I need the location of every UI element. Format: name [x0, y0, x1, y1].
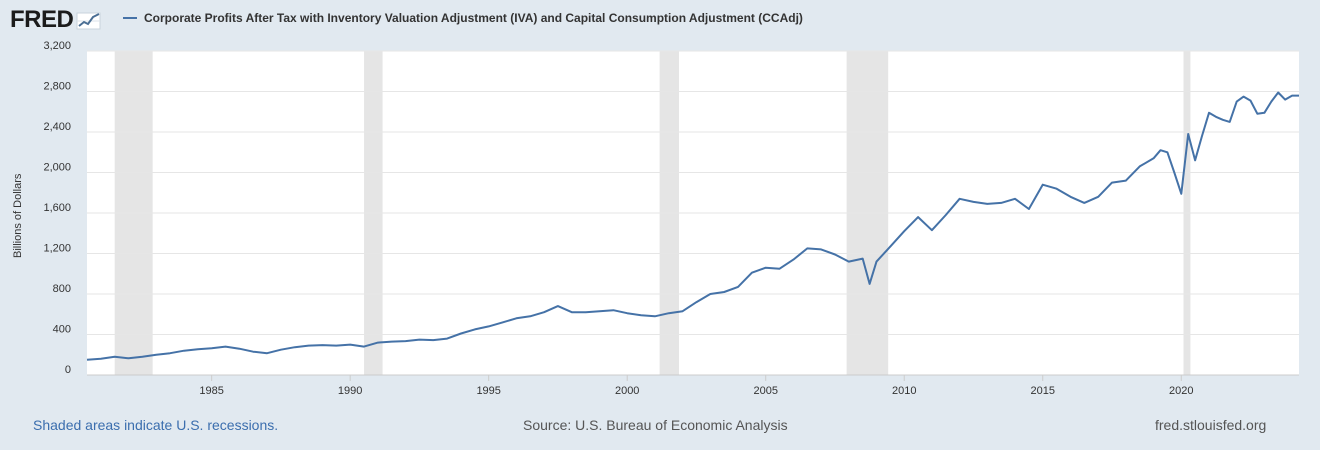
y-tick-label: 1,600	[43, 202, 71, 214]
x-tick-label: 1985	[199, 385, 223, 397]
site-link[interactable]: fred.stlouisfed.org	[1155, 417, 1267, 433]
y-tick-label: 2,800	[43, 81, 71, 93]
legend-label: Corporate Profits After Tax with Invento…	[144, 11, 803, 25]
y-tick-label: 3,200	[43, 40, 71, 52]
recession-note: Shaded areas indicate U.S. recessions.	[33, 417, 279, 433]
y-tick-label: 1,200	[43, 243, 71, 255]
x-tick-label: 2000	[615, 385, 639, 397]
y-tick-label: 800	[53, 283, 71, 295]
x-tick-label: 2015	[1031, 385, 1055, 397]
x-tick-label: 2005	[753, 385, 777, 397]
x-tick-label: 2020	[1169, 385, 1193, 397]
x-tick-label: 2010	[892, 385, 916, 397]
series-line-0	[86, 91, 1299, 361]
line-graph-icon	[76, 12, 101, 30]
y-tick-label: 400	[53, 324, 71, 336]
logo-text: FRED	[10, 6, 74, 33]
source-note: Source: U.S. Bureau of Economic Analysis	[523, 417, 788, 433]
y-tick-label: 2,000	[43, 162, 71, 174]
chart-legend: Corporate Profits After Tax with Invento…	[123, 11, 803, 25]
line-chart[interactable]: 0 400 800 1,200 1,600 2,000 2,400 2,800 3,200 198…	[0, 0, 1320, 410]
x-tick-label: 1990	[338, 385, 362, 397]
legend-swatch	[123, 17, 137, 19]
fred-logo[interactable]: FRED	[10, 7, 102, 33]
y-tick-label: 0	[65, 364, 71, 376]
y-tick-label: 2,400	[43, 121, 71, 133]
x-tick-label: 1995	[476, 385, 500, 397]
